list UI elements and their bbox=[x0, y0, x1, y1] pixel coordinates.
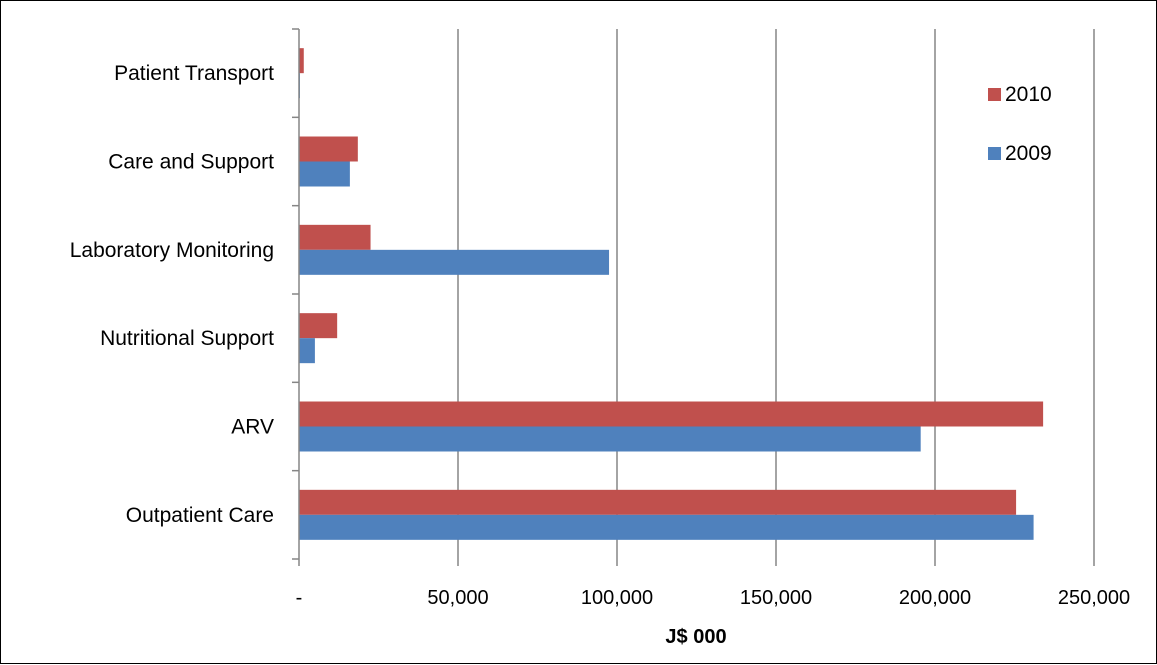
legend-label-2010: 2010 bbox=[1005, 83, 1052, 106]
labels: Patient Transport Care and Support Laborat… bbox=[70, 62, 1130, 648]
bar-2010-nutritional-support bbox=[299, 313, 338, 339]
bar-2010-laboratory-monitoring bbox=[299, 224, 371, 250]
bar-2010-arv bbox=[299, 401, 1044, 427]
category-label: Care and Support bbox=[108, 151, 274, 174]
gridlines bbox=[457, 29, 1095, 559]
bars bbox=[299, 48, 1044, 540]
category-label: Patient Transport bbox=[114, 62, 274, 85]
bar-2009-arv bbox=[299, 426, 921, 452]
bar-2010-patient-transport bbox=[299, 48, 304, 74]
x-tick-label: 50,000 bbox=[427, 587, 488, 609]
x-axis-title: J$ 000 bbox=[665, 626, 726, 648]
bar-2010-care-and-support bbox=[299, 136, 358, 162]
x-tick-label: - bbox=[296, 587, 303, 609]
legend-swatch-2010 bbox=[988, 88, 1001, 101]
category-label: ARV bbox=[231, 416, 274, 439]
bar-2009-care-and-support bbox=[299, 161, 350, 187]
category-label: Nutritional Support bbox=[100, 327, 274, 350]
category-label: Outpatient Care bbox=[126, 504, 274, 527]
legend-swatch-2009 bbox=[988, 147, 1001, 160]
bar-2009-outpatient-care bbox=[299, 514, 1034, 540]
bar-2009-laboratory-monitoring bbox=[299, 249, 610, 275]
bar-2009-nutritional-support bbox=[299, 338, 315, 364]
x-tick-label: 100,000 bbox=[581, 587, 653, 609]
legend: 2010 2009 bbox=[988, 83, 1052, 165]
category-label: Laboratory Monitoring bbox=[70, 239, 274, 262]
x-tick-label: 250,000 bbox=[1058, 587, 1130, 609]
legend-label-2009: 2009 bbox=[1005, 142, 1052, 165]
x-tick-label: 150,000 bbox=[740, 587, 812, 609]
bar-2010-outpatient-care bbox=[299, 489, 1017, 515]
x-tick-label: 200,000 bbox=[899, 587, 971, 609]
axes bbox=[292, 28, 1095, 566]
